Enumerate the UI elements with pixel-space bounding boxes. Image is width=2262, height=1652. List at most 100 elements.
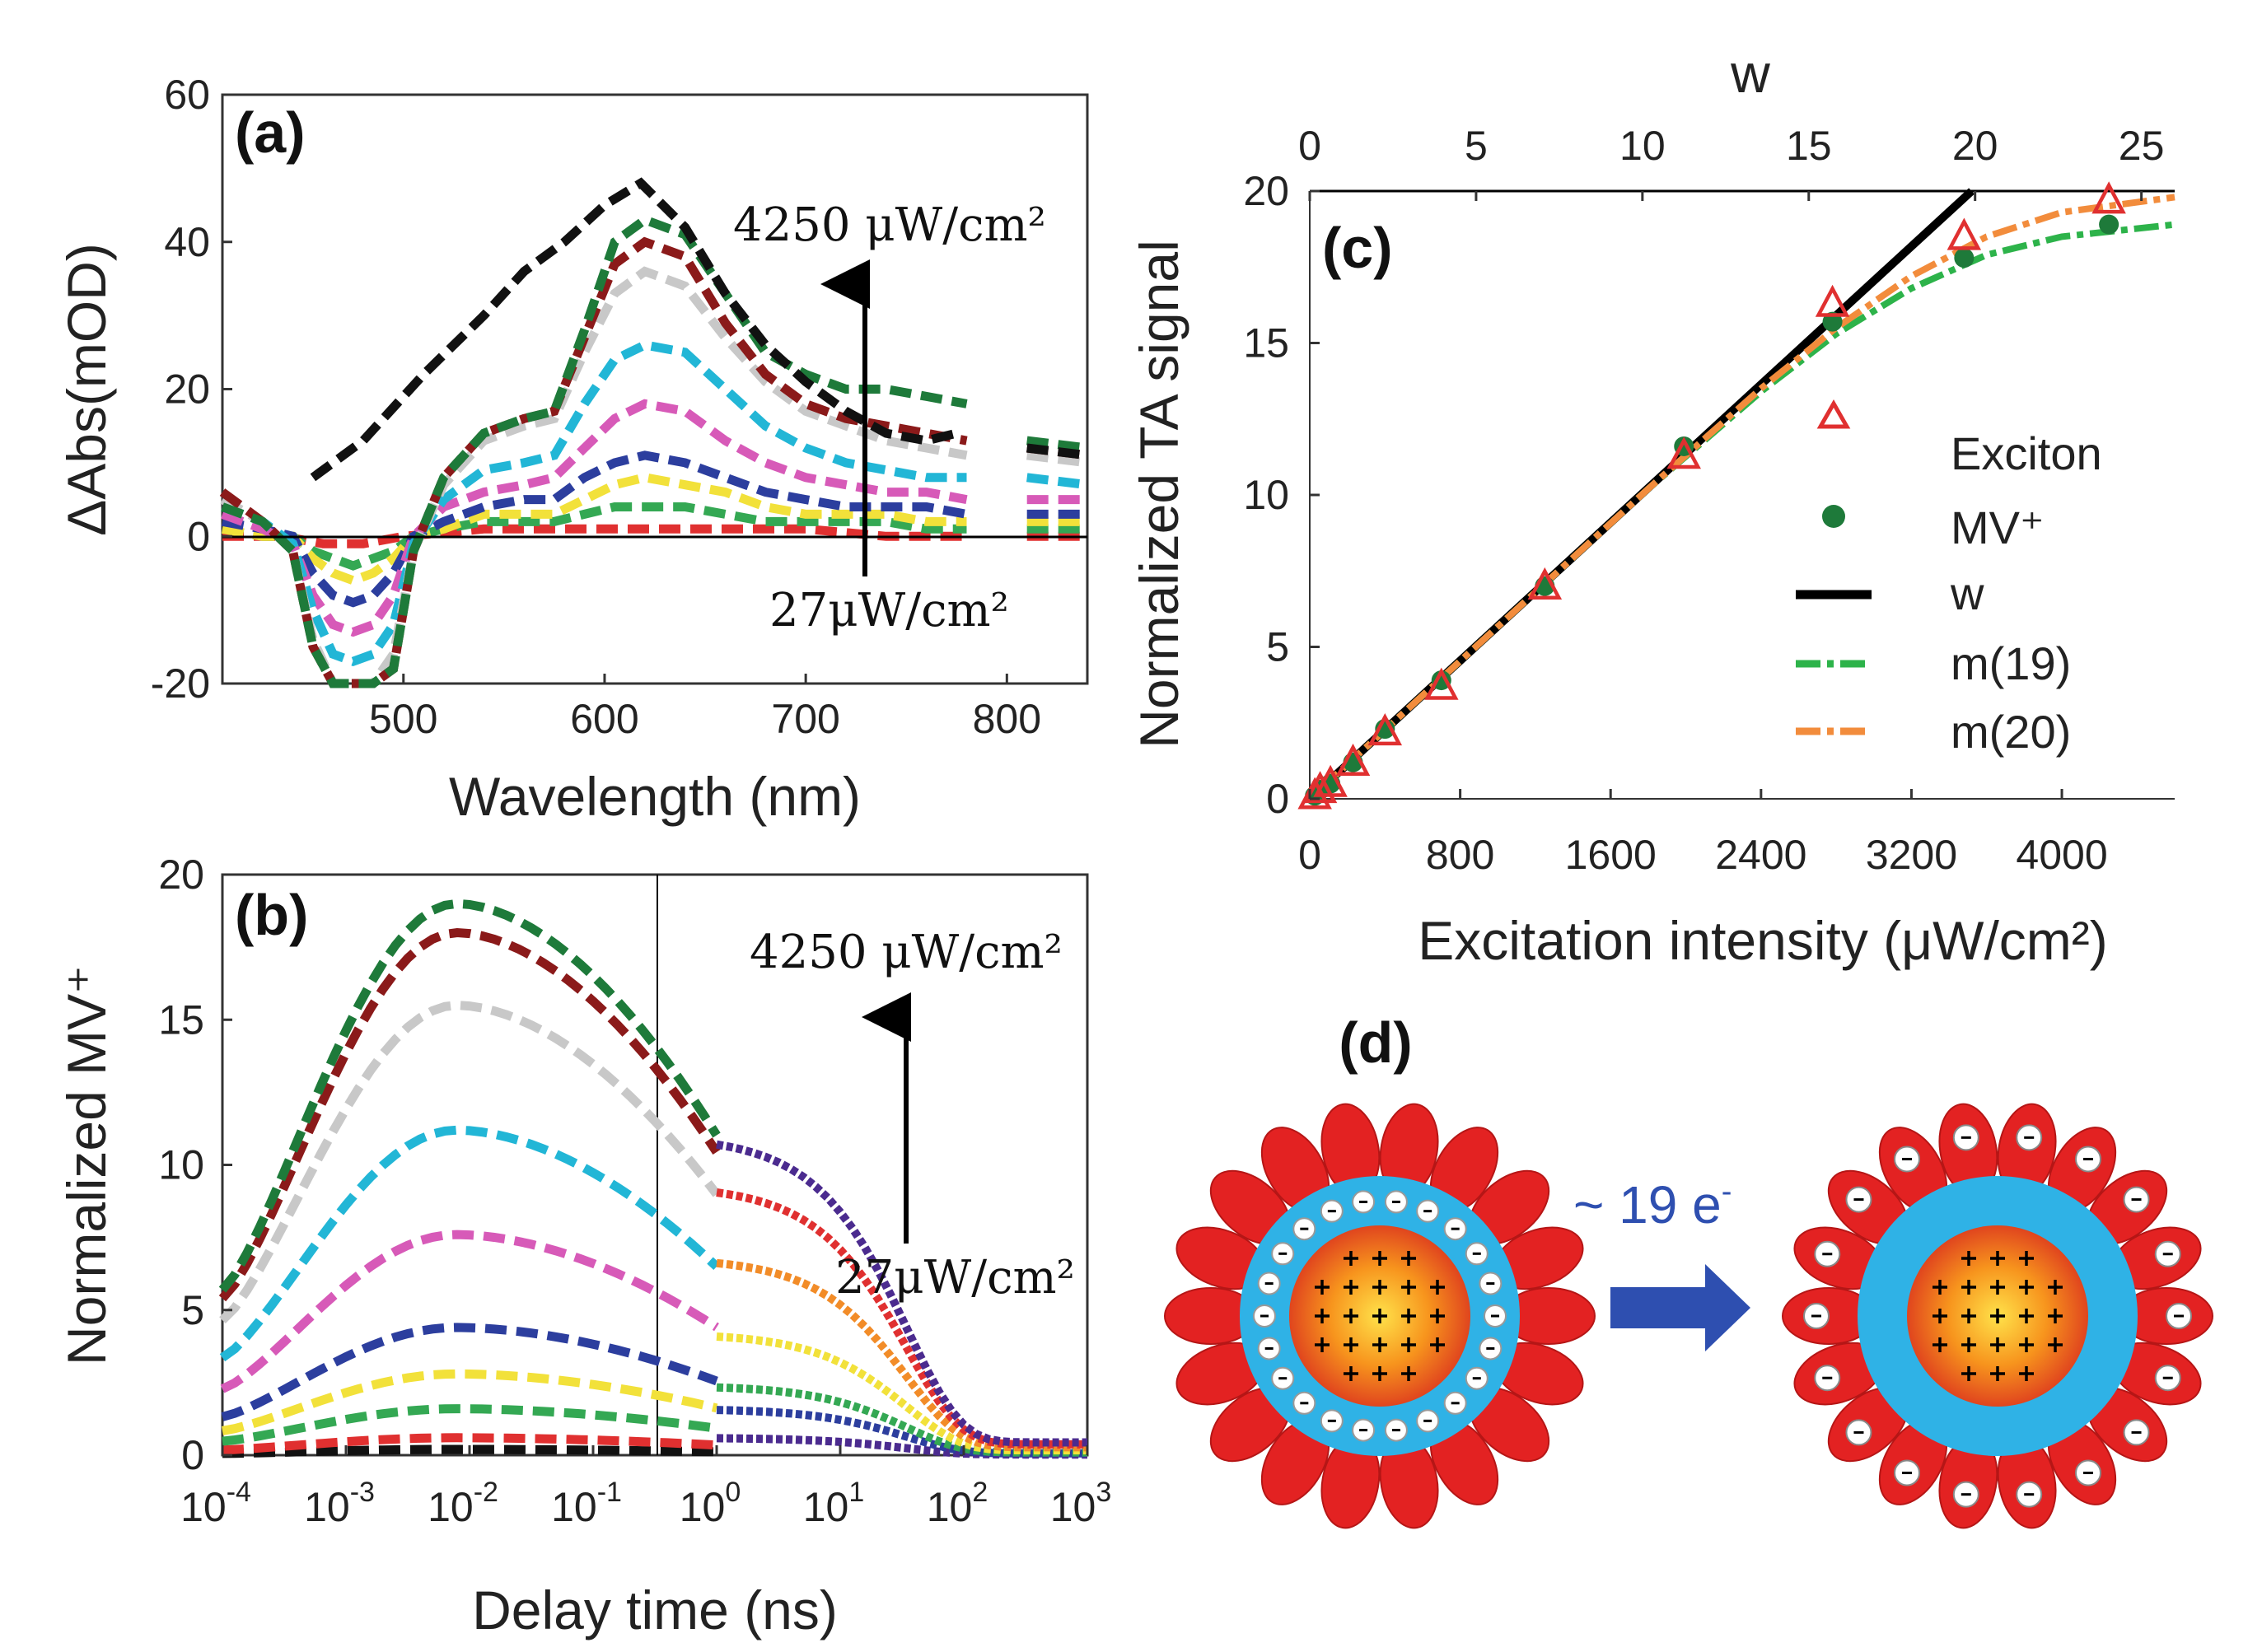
panel-b-xlabel: Delay time (ns) <box>472 1580 838 1640</box>
panel-b-xtick-exponent: 0 <box>725 1477 741 1508</box>
panel-b-xtick-exponent: -1 <box>597 1477 622 1508</box>
panel-b-early-series-1 <box>218 927 721 1302</box>
panel-b-xtick-base: 10 <box>304 1484 350 1530</box>
panel-a-series-tail-4 <box>1026 473 1088 490</box>
panel-b-early-series-4 <box>220 1230 719 1393</box>
panel-c-exciton-point <box>1313 764 1348 797</box>
panel-b-ytick-label: 0 <box>181 1432 204 1478</box>
panel-c-top-xtick-label: 15 <box>1786 123 1832 169</box>
quantum-dot-after <box>1782 1103 2213 1529</box>
panel-a-series-tail-0 <box>1026 443 1088 460</box>
panel-a-ytick-label: -20 <box>151 660 210 707</box>
quantum-dot-before <box>1164 1103 1596 1529</box>
panel-a-series-7 <box>222 473 967 586</box>
panel-b-early-series-8 <box>222 1433 717 1455</box>
panel-c-xtick-label: 4000 <box>2016 832 2107 878</box>
panel-b-xtick-base: 10 <box>180 1484 227 1530</box>
panel-c-top-xlabel: w <box>1730 43 1770 104</box>
panel-a-series <box>219 177 1088 688</box>
panel-c-ytick-label: 5 <box>1266 624 1289 670</box>
panel-b-xtick-label: 10-4 <box>180 1477 251 1530</box>
legend-m19-label: m(19) <box>1951 637 2071 689</box>
panel-c-exciton-point <box>1947 217 1982 250</box>
panel-c-xtick-label: 1600 <box>1565 832 1657 878</box>
panel-a-ticks: 500 600 700 800 60 40 20 0 -20 <box>151 72 1041 742</box>
panel-a-xtick-label: 700 <box>771 696 839 742</box>
legend-exciton-marker <box>1816 399 1851 429</box>
panel-c-ytick-label: 0 <box>1266 776 1289 822</box>
panel-b-xtick-base: 10 <box>428 1484 474 1530</box>
panel-b-xtick-label: 100 <box>680 1477 741 1530</box>
panel-b-xtick-exponent: -4 <box>227 1477 251 1508</box>
panel-b-xtick-base: 10 <box>1050 1484 1096 1530</box>
panel-c-ytick-label: 15 <box>1243 320 1289 366</box>
panel-c-legend: Exciton MV⁺ w m(19) m(20) <box>1796 399 2102 758</box>
legend-m20-label: m(20) <box>1951 706 2071 758</box>
panel-b-low-label: 27μW/cm² <box>835 1251 1075 1304</box>
panel-b-late-series-2 <box>716 1258 1087 1452</box>
panel-b-xtick-base: 10 <box>551 1484 597 1530</box>
panel-b-xtick-label: 10-2 <box>428 1477 498 1530</box>
panel-c-xtick-label: 2400 <box>1715 832 1806 878</box>
panel-a-xtick-label: 600 <box>570 696 638 742</box>
panel-b-early-series-3 <box>219 1125 720 1362</box>
panel-c-ytick-label: 20 <box>1243 168 1289 214</box>
panel-b-xtick-label: 102 <box>927 1477 988 1530</box>
panel-b-xtick-base: 10 <box>927 1484 973 1530</box>
panel-b-xtick-exponent: 2 <box>972 1477 988 1508</box>
panel-c-exciton-point <box>2091 181 2126 214</box>
panel-a-series-1 <box>221 214 968 688</box>
panel-d: (d) ~ 19 e- <box>1164 1010 2213 1529</box>
panel-a-series-5 <box>221 399 968 637</box>
panel-c-xlabel: Excitation intensity (μW/cm²) <box>1418 910 2108 971</box>
panel-b-late-series-5 <box>716 1406 1087 1458</box>
panel-c-exciton-point <box>1424 667 1459 700</box>
legend-mv-marker <box>1822 505 1845 528</box>
panel-c-points <box>1297 181 2126 810</box>
panel-a-xtick-label: 800 <box>973 696 1041 742</box>
panel-a-series-tail-1 <box>1026 436 1088 453</box>
panel-c-top-xtick-label: 0 <box>1298 123 1321 169</box>
panel-c-xtick-label: 0 <box>1298 832 1321 878</box>
panel-d-label: (d) <box>1339 1010 1412 1075</box>
electron-transfer-text: ~ 19 e <box>1573 1175 1722 1234</box>
panel-c-xtick-label: 3200 <box>1866 832 1957 878</box>
electron-transfer-label: ~ 19 e- <box>1573 1174 1732 1234</box>
panel-b-early-series-6 <box>222 1369 718 1435</box>
panel-b-label: (b) <box>235 883 308 947</box>
panel-c-ylabel: Normalized TA signal <box>1129 240 1189 749</box>
panel-c-top-xtick-label: 20 <box>1952 123 1998 169</box>
panel-a-series-3 <box>220 266 968 688</box>
legend-w-label: w <box>1950 567 1984 619</box>
panel-c-exciton-point <box>1527 567 1563 600</box>
panel-a-series-tail-3 <box>1026 450 1088 468</box>
panel-b-early-series-9 <box>222 1444 717 1458</box>
panel-c-exciton-point <box>1302 771 1338 804</box>
panel-b-early-series-2 <box>219 1001 721 1323</box>
panel-b-late-series-0 <box>716 1140 1087 1447</box>
panel-b-early-series-0 <box>218 898 721 1293</box>
panel-a-series-0 <box>310 177 958 482</box>
panel-b-ylabel: Normalized MV⁺ <box>56 965 117 1365</box>
panel-b-ytick-label: 20 <box>158 852 204 898</box>
panel-c-exciton-point <box>1666 436 1701 469</box>
panel-b-xtick-exponent: 1 <box>848 1477 864 1508</box>
panel-a-ytick-label: 20 <box>164 366 210 413</box>
panel-a-ylabel: ΔAbs(mOD) <box>56 243 117 536</box>
panel-c-xtick-label: 800 <box>1426 832 1494 878</box>
panel-a-xtick-label: 500 <box>369 696 437 742</box>
panel-b-xtick-label: 10-3 <box>304 1477 375 1530</box>
panel-a-series-6 <box>222 450 968 608</box>
panel-a-series-4 <box>221 340 967 667</box>
legend-exciton-label: Exciton <box>1951 427 2102 479</box>
panel-b-xtick-base: 10 <box>680 1484 726 1530</box>
panel-b-xtick-base: 10 <box>803 1484 849 1530</box>
panel-a-series-9 <box>222 524 967 548</box>
panel-a-ytick-label: 40 <box>164 219 210 265</box>
panel-c-m20-line <box>1307 194 2176 801</box>
panel-b-xtick-label: 10-1 <box>551 1477 622 1530</box>
panel-c-top-xtick-label: 25 <box>2119 123 2165 169</box>
panel-a-series-8 <box>222 502 967 571</box>
